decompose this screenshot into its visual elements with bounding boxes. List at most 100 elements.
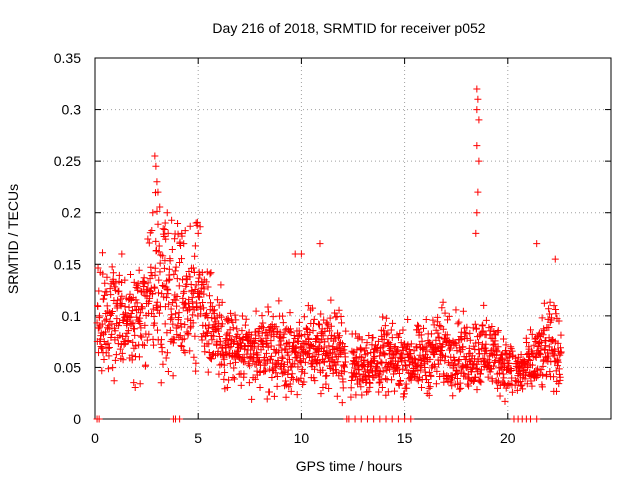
data-point [429,316,437,324]
data-point [528,361,536,369]
data-point [454,320,462,328]
data-point [527,377,535,385]
data-point [146,294,154,302]
data-point [473,106,481,114]
data-point [387,355,395,363]
data-point [291,360,299,368]
data-point [139,341,147,349]
data-point [148,226,156,234]
data-point [108,330,116,338]
data-point [358,391,366,399]
data-point [128,320,136,328]
data-point [108,307,116,315]
data-point [279,319,287,327]
data-point [281,382,289,390]
data-point [150,341,158,349]
data-point [502,341,510,349]
data-point [208,314,216,322]
data-point [466,336,474,344]
data-point [310,315,318,323]
data-point [347,384,355,392]
data-point [279,312,287,320]
data-point [536,349,544,357]
data-point [267,342,275,350]
data-point [104,365,112,373]
data-point [272,369,280,377]
data-point [326,327,334,335]
data-point [140,341,148,349]
data-point [147,269,155,277]
data-point [182,272,190,280]
data-point [519,385,527,393]
data-point [550,373,558,381]
data-point [278,346,286,354]
data-point [365,372,373,380]
data-point [288,370,296,378]
data-point [231,375,239,383]
data-point [254,351,262,359]
data-point [364,372,372,380]
data-point [232,358,240,366]
data-point [539,371,547,379]
data-point [401,415,409,423]
data-point [138,303,146,311]
data-point [181,349,189,357]
data-point [170,336,178,344]
data-point [144,279,152,287]
data-point [439,340,447,348]
data-point [363,349,371,357]
data-point [154,220,162,228]
data-point [269,313,277,321]
y-tick-label: 0.2 [62,205,82,221]
data-point [459,343,467,351]
data-point [417,331,425,339]
data-point [134,286,142,294]
data-point [261,367,269,375]
data-point [411,371,419,379]
data-point [357,383,365,391]
data-point [186,273,194,281]
data-point [548,314,556,322]
data-point [111,356,119,364]
data-point [225,344,233,352]
data-point [388,376,396,384]
data-point [308,353,316,361]
data-point [463,334,471,342]
data-point [336,332,344,340]
data-point [415,322,423,330]
data-point [181,227,189,235]
data-point [192,359,200,367]
data-point [98,344,106,352]
data-point [233,340,241,348]
data-point [103,273,111,281]
data-point [457,384,465,392]
data-point [347,376,355,384]
data-point [426,383,434,391]
data-point [315,351,323,359]
data-point [427,372,435,380]
data-point [217,281,225,289]
data-point [479,321,487,329]
data-point [105,343,113,351]
data-point [226,360,234,368]
data-point [243,350,251,358]
data-point [376,415,384,423]
data-point [282,393,290,401]
data-point [172,310,180,318]
data-point [377,358,385,366]
data-point [494,343,502,351]
data-point [434,313,442,321]
data-point [299,355,307,363]
data-point [490,340,498,348]
data-point [382,415,390,423]
data-point [341,358,349,366]
data-point [171,267,179,275]
data-point [286,309,294,317]
data-point [127,310,135,318]
data-point [556,373,564,381]
data-point [131,302,139,310]
data-point [109,269,117,277]
data-point [451,371,459,379]
data-point [324,321,332,329]
data-point [287,373,295,381]
